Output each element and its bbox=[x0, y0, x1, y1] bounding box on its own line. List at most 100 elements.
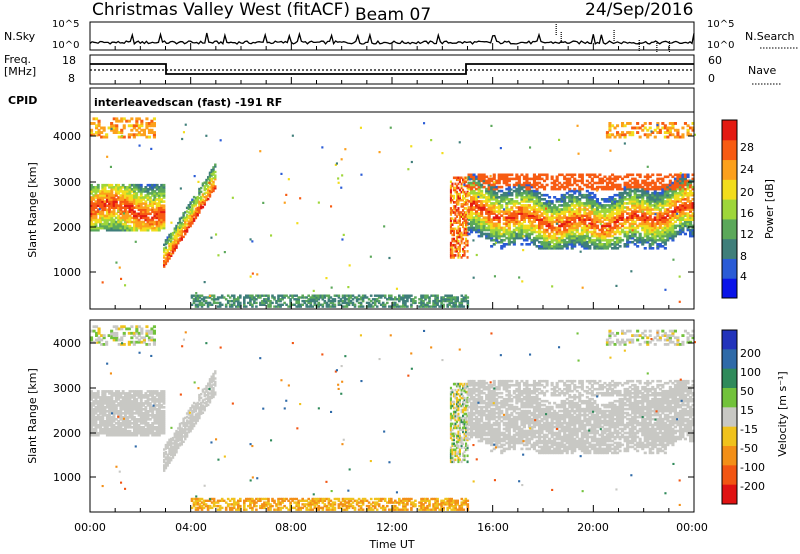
power-cell bbox=[163, 243, 166, 246]
power-cell bbox=[460, 211, 463, 214]
power-cell bbox=[510, 214, 514, 217]
power-cell bbox=[490, 210, 494, 213]
power-cell bbox=[465, 227, 468, 231]
power-cell bbox=[162, 212, 166, 216]
power-cell bbox=[492, 191, 496, 195]
power-cell bbox=[558, 173, 562, 177]
power-cell bbox=[192, 217, 196, 221]
power-cell bbox=[200, 203, 203, 206]
power-cell bbox=[168, 253, 171, 257]
power-cell bbox=[101, 194, 105, 197]
power-cell bbox=[545, 202, 549, 205]
power-cell bbox=[128, 188, 132, 191]
power-cell bbox=[560, 185, 564, 189]
power-cell bbox=[451, 250, 454, 253]
power-cell bbox=[369, 255, 372, 258]
power-cell bbox=[492, 189, 496, 193]
power-cell bbox=[191, 216, 194, 220]
power-cell bbox=[560, 196, 564, 199]
power-cell bbox=[171, 250, 175, 253]
power-cell bbox=[99, 198, 102, 201]
power-cell bbox=[173, 247, 176, 250]
power-cell bbox=[99, 204, 102, 207]
power-cell bbox=[565, 185, 569, 189]
power-cell bbox=[457, 209, 460, 212]
power-cell bbox=[540, 193, 544, 197]
power-cell bbox=[133, 198, 136, 201]
power-cell bbox=[455, 178, 458, 182]
power-cell bbox=[378, 151, 381, 154]
power-cell bbox=[490, 189, 494, 193]
power-cell bbox=[162, 210, 166, 214]
power-cell bbox=[565, 218, 569, 221]
power-cell bbox=[593, 193, 597, 197]
power-cell bbox=[178, 239, 182, 242]
power-cell bbox=[436, 294, 439, 297]
power-cell bbox=[538, 202, 542, 205]
power-cell bbox=[119, 194, 123, 197]
power-cell bbox=[168, 251, 171, 255]
power-cell bbox=[177, 238, 180, 241]
power-cell bbox=[505, 183, 509, 187]
power-cell bbox=[470, 191, 474, 195]
power-cell bbox=[492, 198, 496, 201]
power-cell bbox=[177, 231, 180, 234]
power-cell bbox=[212, 188, 215, 191]
power-cell bbox=[560, 212, 564, 215]
power-cell bbox=[573, 177, 577, 181]
power-cell bbox=[214, 163, 217, 166]
power-cell bbox=[139, 202, 143, 205]
power-cell bbox=[475, 187, 479, 191]
power-cell bbox=[599, 223, 602, 226]
power-cell bbox=[299, 197, 302, 200]
power-cell bbox=[527, 220, 531, 224]
power-cell bbox=[540, 198, 544, 201]
power-cell bbox=[460, 176, 463, 180]
nsearch-point bbox=[668, 41, 671, 42]
power-cell bbox=[480, 234, 484, 238]
power-cell bbox=[108, 194, 111, 197]
power-cell bbox=[681, 133, 685, 137]
power-cell bbox=[223, 251, 226, 254]
power-cell bbox=[530, 238, 534, 242]
power-cell bbox=[520, 173, 524, 177]
power-cell bbox=[466, 243, 469, 247]
power-cell bbox=[214, 176, 217, 179]
power-cell bbox=[565, 247, 569, 250]
power-cell bbox=[142, 228, 145, 232]
power-cell bbox=[578, 214, 582, 217]
power-cell bbox=[507, 240, 511, 244]
power-cell bbox=[200, 205, 203, 208]
power-cell bbox=[492, 187, 496, 191]
power-cell bbox=[681, 126, 685, 130]
power-cell bbox=[570, 228, 574, 232]
power-cell bbox=[108, 186, 111, 189]
power-cell bbox=[550, 185, 554, 189]
power-cell bbox=[201, 202, 205, 205]
power-cell bbox=[133, 214, 136, 218]
power-cell bbox=[153, 226, 157, 230]
power-cell bbox=[550, 214, 554, 217]
power-cell bbox=[144, 206, 148, 209]
power-cell bbox=[477, 189, 481, 193]
power-cell bbox=[139, 212, 143, 216]
power-cell bbox=[505, 206, 509, 209]
power-cell bbox=[92, 214, 96, 218]
power-cell bbox=[467, 175, 471, 179]
power-cell bbox=[191, 200, 194, 203]
power-cell bbox=[522, 191, 526, 195]
power-cell bbox=[105, 218, 109, 222]
power-cell bbox=[470, 189, 474, 193]
power-cell bbox=[540, 212, 544, 215]
power-cell bbox=[595, 224, 599, 228]
power-cell bbox=[465, 231, 468, 235]
power-cell bbox=[558, 245, 562, 248]
power-cell bbox=[146, 226, 150, 230]
power-cell bbox=[532, 193, 536, 197]
power-cell bbox=[458, 178, 461, 182]
power-cell bbox=[90, 226, 93, 230]
power-cell bbox=[510, 193, 514, 197]
power-cell bbox=[153, 222, 157, 226]
power-cell bbox=[212, 177, 215, 180]
power-cell bbox=[570, 240, 574, 244]
